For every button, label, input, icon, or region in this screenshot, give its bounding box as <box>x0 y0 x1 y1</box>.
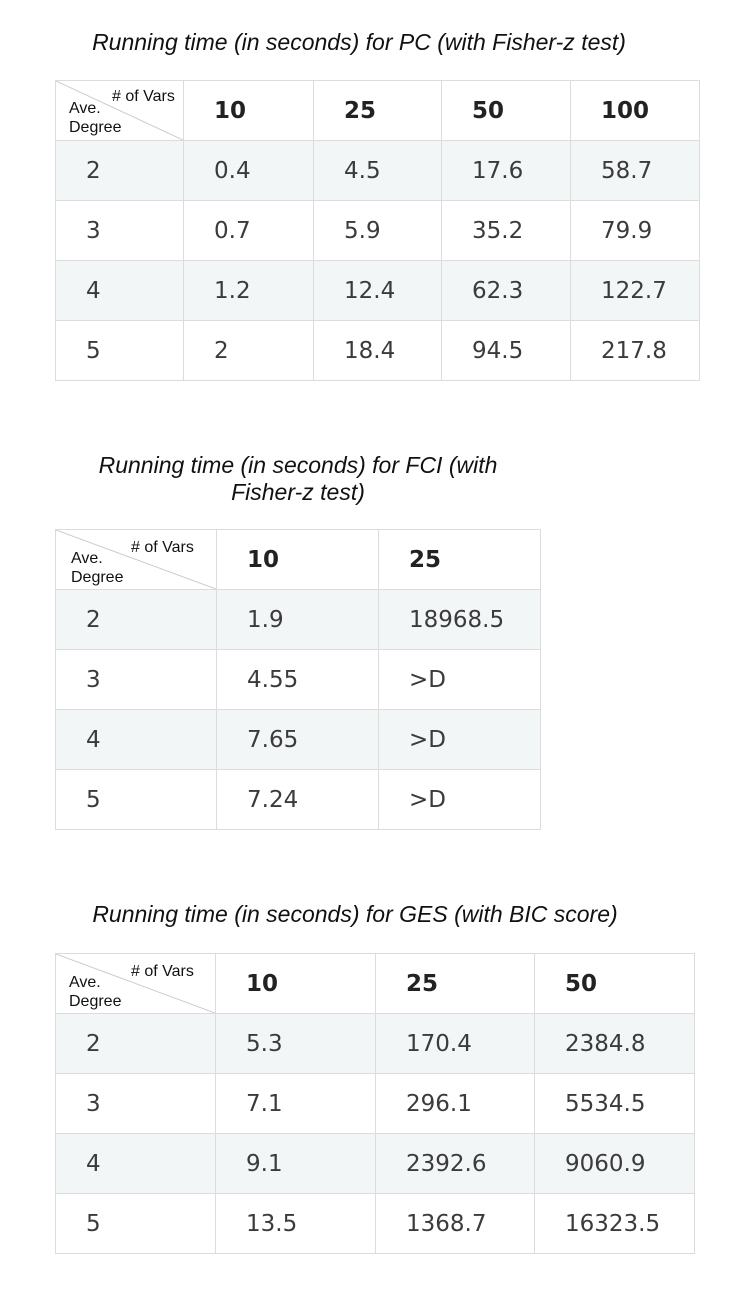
table-row: 5 2 18.4 94.5 217.8 <box>55 320 700 381</box>
value-cell: 7.1 <box>215 1073 376 1134</box>
value-cell: 4.55 <box>216 649 379 710</box>
degree-cell: 2 <box>55 1013 216 1074</box>
header-row: # of Vars Ave. Degree 10 25 50 100 <box>55 80 700 141</box>
fci-title-line2: Fisher-z test) <box>231 479 365 505</box>
value-cell: 2384.8 <box>534 1013 695 1074</box>
value-cell: 7.65 <box>216 709 379 770</box>
value-cell: 13.5 <box>215 1193 376 1254</box>
table-row: 5 7.24 >D <box>55 769 541 830</box>
value-cell: 170.4 <box>375 1013 535 1074</box>
degree-cell: 4 <box>55 1133 216 1194</box>
ges-table-title: Running time (in seconds) for GES (with … <box>92 901 618 927</box>
col-header: 50 <box>534 953 695 1014</box>
fci-table-title: Running time (in seconds) for FCI (with … <box>60 452 536 506</box>
col-header: 25 <box>378 529 541 590</box>
value-cell: 0.7 <box>183 200 314 261</box>
degree-cell: 2 <box>55 589 217 650</box>
value-cell: 17.6 <box>441 140 571 201</box>
value-cell: 9060.9 <box>534 1133 695 1194</box>
value-cell: 12.4 <box>313 260 442 321</box>
value-cell: 18.4 <box>313 320 442 381</box>
value-cell: 122.7 <box>570 260 700 321</box>
vars-label: # of Vars <box>112 88 175 105</box>
col-header: 10 <box>215 953 376 1014</box>
corner-header: # of Vars Ave. Degree <box>55 529 217 590</box>
degree-label: Degree <box>69 119 122 136</box>
value-cell: 94.5 <box>441 320 571 381</box>
corner-header: # of Vars Ave. Degree <box>55 80 184 141</box>
col-header: 25 <box>313 80 442 141</box>
value-cell: 62.3 <box>441 260 571 321</box>
vars-label: # of Vars <box>131 963 194 980</box>
degree-cell: 2 <box>55 140 184 201</box>
value-cell: 5.3 <box>215 1013 376 1074</box>
vars-label: # of Vars <box>131 539 194 556</box>
header-row: # of Vars Ave. Degree 10 25 50 <box>55 953 695 1014</box>
degree-cell: 5 <box>55 320 184 381</box>
ave-label: Ave. <box>69 100 101 117</box>
value-cell: 0.4 <box>183 140 314 201</box>
degree-label: Degree <box>71 569 124 586</box>
degree-cell: 5 <box>55 769 217 830</box>
pc-table-title: Running time (in seconds) for PC (with F… <box>92 29 626 55</box>
pc-runtime-table: # of Vars Ave. Degree 10 25 50 100 2 0.4… <box>55 80 700 381</box>
table-row: 3 4.55 >D <box>55 649 541 710</box>
value-cell: 2392.6 <box>375 1133 535 1194</box>
value-cell: 1.9 <box>216 589 379 650</box>
ave-label: Ave. <box>71 550 103 567</box>
value-cell: 5.9 <box>313 200 442 261</box>
col-header: 50 <box>441 80 571 141</box>
degree-cell: 4 <box>55 260 184 321</box>
table-row: 4 9.1 2392.6 9060.9 <box>55 1133 695 1194</box>
col-header: 10 <box>183 80 314 141</box>
value-cell: >D <box>378 769 541 830</box>
value-cell: >D <box>378 649 541 710</box>
value-cell: 1368.7 <box>375 1193 535 1254</box>
value-cell: >D <box>378 709 541 770</box>
ges-runtime-table: # of Vars Ave. Degree 10 25 50 2 5.3 170… <box>55 953 695 1254</box>
table-row: 2 1.9 18968.5 <box>55 589 541 650</box>
header-row: # of Vars Ave. Degree 10 25 <box>55 529 541 590</box>
col-header: 25 <box>375 953 535 1014</box>
degree-cell: 3 <box>55 200 184 261</box>
table-row: 5 13.5 1368.7 16323.5 <box>55 1193 695 1254</box>
value-cell: 296.1 <box>375 1073 535 1134</box>
value-cell: 7.24 <box>216 769 379 830</box>
degree-cell: 5 <box>55 1193 216 1254</box>
diagonal-divider <box>56 81 183 140</box>
col-header: 10 <box>216 529 379 590</box>
value-cell: 5534.5 <box>534 1073 695 1134</box>
degree-cell: 4 <box>55 709 217 770</box>
table-row: 4 7.65 >D <box>55 709 541 770</box>
value-cell: 1.2 <box>183 260 314 321</box>
value-cell: 79.9 <box>570 200 700 261</box>
table-row: 3 7.1 296.1 5534.5 <box>55 1073 695 1134</box>
diagonal-divider <box>56 954 215 1013</box>
col-header: 100 <box>570 80 700 141</box>
fci-runtime-table: # of Vars Ave. Degree 10 25 2 1.9 18968.… <box>55 529 541 830</box>
value-cell: 4.5 <box>313 140 442 201</box>
value-cell: 58.7 <box>570 140 700 201</box>
table-row: 3 0.7 5.9 35.2 79.9 <box>55 200 700 261</box>
value-cell: 35.2 <box>441 200 571 261</box>
value-cell: 2 <box>183 320 314 381</box>
value-cell: 9.1 <box>215 1133 376 1194</box>
value-cell: 217.8 <box>570 320 700 381</box>
degree-cell: 3 <box>55 649 217 710</box>
degree-label: Degree <box>69 993 122 1010</box>
fci-title-line1: Running time (in seconds) for FCI (with <box>98 452 498 478</box>
corner-header: # of Vars Ave. Degree <box>55 953 216 1014</box>
table-row: 4 1.2 12.4 62.3 122.7 <box>55 260 700 321</box>
value-cell: 16323.5 <box>534 1193 695 1254</box>
value-cell: 18968.5 <box>378 589 541 650</box>
diagonal-divider <box>56 530 216 589</box>
table-row: 2 5.3 170.4 2384.8 <box>55 1013 695 1074</box>
table-row: 2 0.4 4.5 17.6 58.7 <box>55 140 700 201</box>
ave-label: Ave. <box>69 974 101 991</box>
degree-cell: 3 <box>55 1073 216 1134</box>
